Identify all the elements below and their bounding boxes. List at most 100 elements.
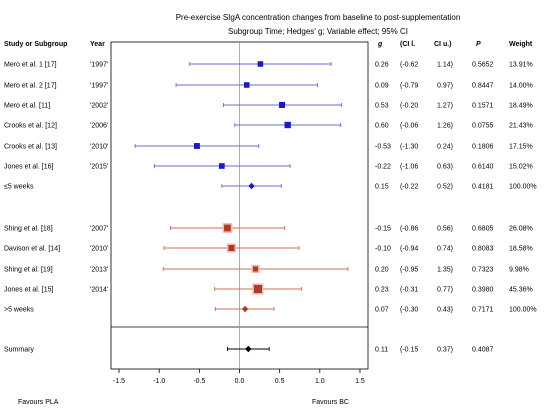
header-g: g <box>377 41 383 48</box>
subgroup-row: >5 weeks 0.07 (-0.30 0.43) 0.7171 100.00% <box>4 305 537 314</box>
row-ci-upper: 0.56) <box>437 226 453 233</box>
row-weight: 100.00% <box>509 307 537 314</box>
row-effect-size: 0.60 <box>375 123 389 130</box>
row-ci-upper: 1.14) <box>437 62 453 69</box>
row-year: '1997' <box>90 83 108 90</box>
row-p-value: 0.5652 <box>472 62 494 69</box>
row-ci-lower: (-1.06 <box>400 164 418 171</box>
row-study-label: Crooks et al. [13] <box>4 144 57 151</box>
effect-box <box>257 61 264 67</box>
row-effect-size: 0.53 <box>375 103 389 110</box>
row-ci-lower: (-0.06 <box>400 123 418 130</box>
x-tick-label: 1.5 <box>355 378 365 385</box>
row-effect-size: -0.53 <box>375 144 391 151</box>
row-effect-size: 0.09 <box>375 83 389 90</box>
row-ci-lower: (-0.95 <box>400 267 418 274</box>
study-row: Jones et al. [15] '2014' 0.23 (-0.31 0.77) 0.… <box>4 283 533 295</box>
row-year: '2015' <box>90 164 108 171</box>
row-study-label: Mero et al. [11] <box>4 103 50 110</box>
row-ci-upper: 0.37) <box>437 347 453 354</box>
row-weight: 17.15% <box>509 144 533 151</box>
row-p-value: 0.3980 <box>472 287 494 294</box>
row-p-value: 0.0755 <box>472 123 494 130</box>
row-study-label: Crooks et al. [12] <box>4 123 57 130</box>
subgroup-row: ≤5 weeks 0.15 (-0.22 0.52) 0.4181 100.00% <box>4 182 537 191</box>
chart-title: Pre-exercise SIgA concentration changes … <box>176 13 461 22</box>
row-year: '2013' <box>90 267 108 274</box>
row-effect-size: 0.07 <box>375 307 389 314</box>
row-study-label: Mero et al. 1 [17] <box>4 62 57 69</box>
effect-box <box>224 224 231 232</box>
study-row: Mero et al. 1 [17] '1997' 0.26 (-0.62 1.14) 0… <box>4 61 533 69</box>
row-p-value: 0.6140 <box>472 164 494 171</box>
study-row: Mero et al. [11] '2002' 0.53 (-0.20 1.27) 0.1… <box>4 101 533 110</box>
row-p-value: 0.1571 <box>472 103 494 110</box>
row-ci-upper: 0.97) <box>437 83 453 90</box>
effect-box <box>253 266 259 272</box>
effect-box <box>228 244 235 252</box>
row-year: '2007' <box>90 226 108 233</box>
header-p: P <box>476 41 481 48</box>
row-study-label: Shing et al. [19] <box>4 267 53 274</box>
row-weight: 9.98% <box>509 267 529 274</box>
header-study: Study or Subgroup <box>4 41 67 48</box>
row-study-label: Shing et al. [18] <box>4 226 53 233</box>
row-year: '2014' <box>90 287 108 294</box>
study-row: Shing et al. [18] '2007' -0.15 (-0.86 0.56) 0… <box>4 223 533 233</box>
row-weight: 100.00% <box>509 184 537 191</box>
row-effect-size: -0.22 <box>375 164 391 171</box>
x-tick-label: -1.5 <box>113 378 125 385</box>
header-weight: Weight <box>509 41 533 48</box>
row-ci-upper: 1.26) <box>437 123 453 130</box>
row-ci-upper: 1.27) <box>437 103 453 110</box>
row-year: '1997' <box>90 62 108 69</box>
row-ci-lower: (-1.30 <box>400 144 418 151</box>
row-effect-size: 0.20 <box>375 267 389 274</box>
row-weight: 18.49% <box>509 103 533 110</box>
row-study-label: Mero et al. 2 [17] <box>4 83 57 90</box>
column-headers: Study or Subgroup Year g (CI l. CI u.) P… <box>4 41 533 48</box>
summary-row: Summary 0.11 (-0.15 0.37) 0.4087 <box>4 345 494 354</box>
row-year: '2010' <box>90 246 108 253</box>
row-study-label: Summary <box>4 347 34 354</box>
row-p-value: 0.8083 <box>472 246 494 253</box>
x-tick-label: 0.0 <box>235 378 245 385</box>
row-ci-lower: (-0.20 <box>400 103 418 110</box>
effect-box <box>218 163 225 169</box>
header-ci-upper: CI u.) <box>434 41 452 48</box>
row-weight: 18.58% <box>509 246 533 253</box>
study-row: Crooks et al. [12] '2006' 0.60 (-0.06 1.26) 0… <box>4 121 533 130</box>
favours-left-label: Favours PLA <box>18 399 59 406</box>
row-p-value: 0.7323 <box>472 267 494 274</box>
header-year: Year <box>90 41 105 48</box>
header-ci-lower: (CI l. <box>400 41 415 48</box>
chart-subtitle: Subgroup Time; Hedges' g; Variable effec… <box>228 27 408 36</box>
row-p-value: 0.1806 <box>472 144 494 151</box>
row-weight: 21.43% <box>509 123 533 130</box>
row-ci-lower: (-0.94 <box>400 246 418 253</box>
study-row: Mero et al. 2 [17] '1997' 0.09 (-0.79 0.97) 0… <box>4 82 533 90</box>
row-ci-upper: 0.63) <box>437 164 453 171</box>
study-row: Shing et al. [19] '2013' 0.20 (-0.95 1.35) 0.… <box>4 264 529 274</box>
row-p-value: 0.6805 <box>472 226 494 233</box>
row-weight: 45.36% <box>509 287 533 294</box>
row-weight: 15.02% <box>509 164 533 171</box>
study-row: Jones et al. [16] '2015' -0.22 (-1.06 0.63) 0… <box>4 163 533 171</box>
row-effect-size: -0.10 <box>375 246 391 253</box>
study-row: Crooks et al. [13] '2010' -0.53 (-1.30 0.24)… <box>4 143 533 151</box>
row-ci-lower: (-0.31 <box>400 287 418 294</box>
row-weight: 26.08% <box>509 226 533 233</box>
effect-box <box>243 82 250 88</box>
row-ci-upper: 0.43) <box>437 307 453 314</box>
effect-box <box>253 284 263 294</box>
x-tick-label: -0.5 <box>193 378 205 385</box>
effect-box <box>279 101 286 109</box>
row-ci-upper: 0.52) <box>437 184 453 191</box>
row-p-value: 0.8447 <box>472 83 494 90</box>
row-effect-size: 0.23 <box>375 287 389 294</box>
x-tick-label: -1.0 <box>153 378 165 385</box>
row-effect-size: 0.15 <box>375 184 389 191</box>
x-axis-ticks: -1.5 -1.0 -0.5 0.0 0.5 1.0 1.5 <box>113 369 365 385</box>
favours-right-label: Favours BC <box>312 399 349 406</box>
row-ci-lower: (-0.62 <box>400 62 418 69</box>
